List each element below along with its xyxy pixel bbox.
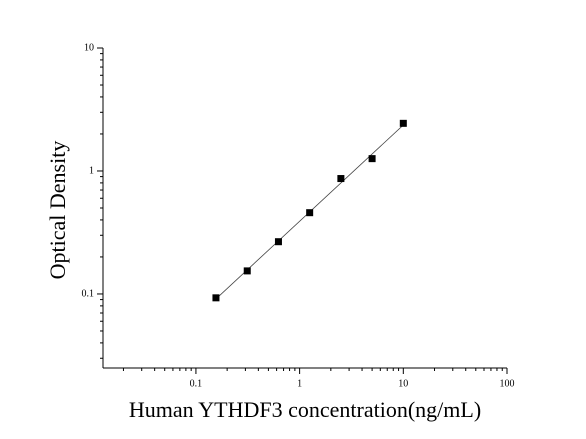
- data-point: [306, 209, 314, 217]
- y-tick-label: 1: [89, 165, 94, 176]
- x-axis-title: Human YTHDF3 concentration(ng/mL): [129, 397, 481, 422]
- x-tick-label: 100: [500, 378, 515, 389]
- x-tick-label: 1: [297, 378, 302, 389]
- data-point: [243, 267, 251, 275]
- data-point: [399, 119, 407, 127]
- data-point: [368, 155, 376, 163]
- y-axis-title: Optical Density: [45, 141, 70, 280]
- data-point: [274, 238, 282, 246]
- y-tick-label: 10: [84, 42, 94, 53]
- y-tick-label: 0.1: [82, 288, 95, 299]
- data-point: [212, 294, 220, 302]
- x-tick-label: 0.1: [190, 378, 203, 389]
- data-point: [337, 175, 345, 183]
- x-tick-label: 10: [398, 378, 408, 389]
